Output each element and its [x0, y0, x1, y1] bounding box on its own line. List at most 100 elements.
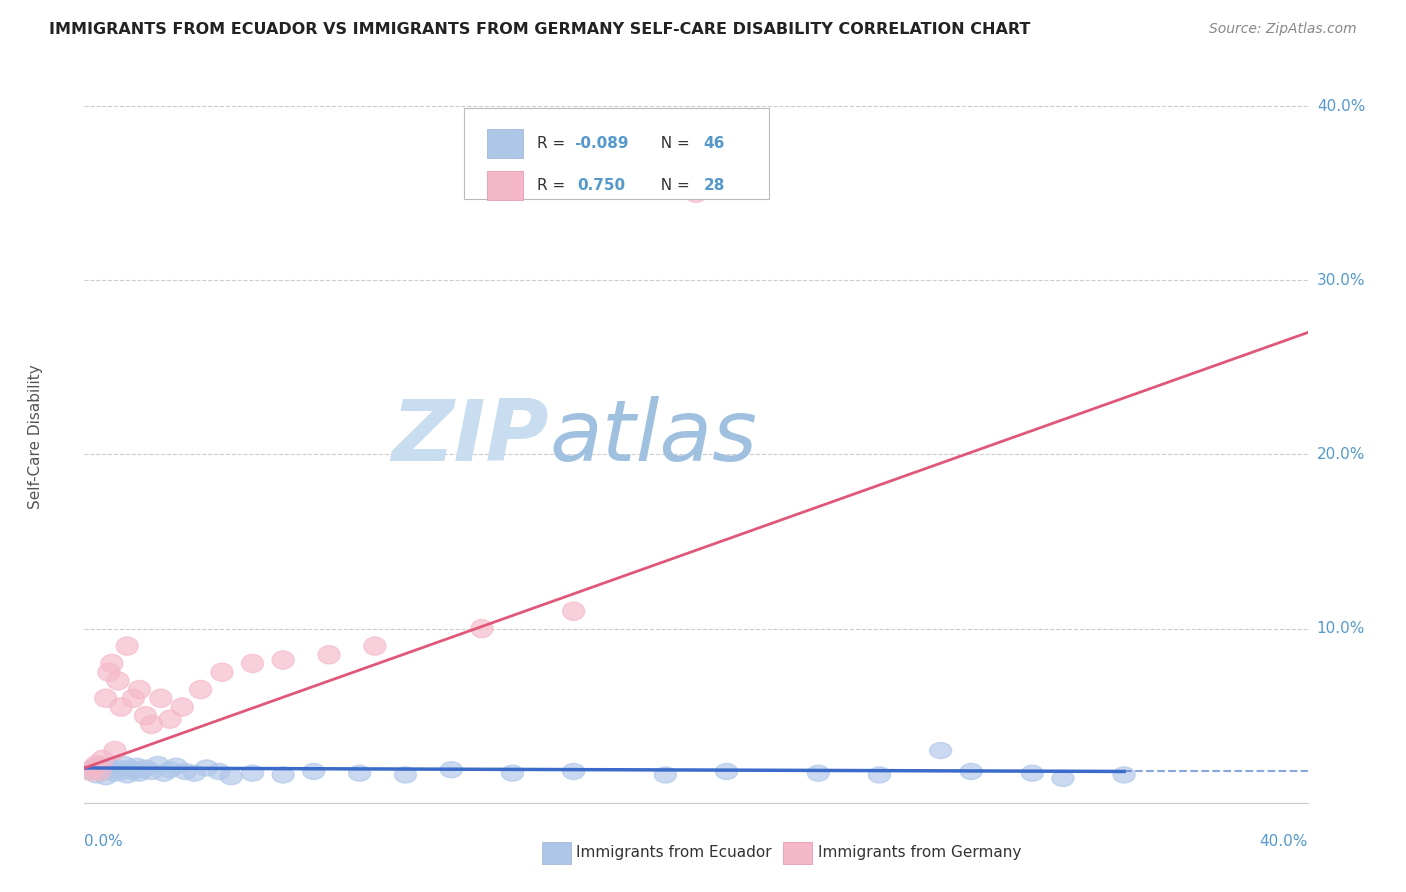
- Ellipse shape: [174, 764, 197, 780]
- Ellipse shape: [101, 762, 122, 778]
- Text: 20.0%: 20.0%: [1317, 447, 1365, 462]
- Ellipse shape: [122, 764, 145, 780]
- Ellipse shape: [83, 759, 104, 777]
- Ellipse shape: [221, 769, 242, 785]
- Text: 40.0%: 40.0%: [1317, 99, 1365, 113]
- Ellipse shape: [128, 765, 150, 781]
- Ellipse shape: [94, 690, 117, 707]
- Ellipse shape: [122, 690, 145, 707]
- Ellipse shape: [125, 758, 148, 774]
- FancyBboxPatch shape: [541, 841, 571, 863]
- Ellipse shape: [120, 760, 141, 776]
- Text: Self-Care Disability: Self-Care Disability: [28, 365, 44, 509]
- Ellipse shape: [150, 690, 172, 707]
- Ellipse shape: [654, 767, 676, 783]
- Ellipse shape: [131, 762, 153, 778]
- Ellipse shape: [98, 663, 120, 681]
- Ellipse shape: [190, 681, 211, 698]
- Ellipse shape: [929, 742, 952, 758]
- Text: 40.0%: 40.0%: [1260, 834, 1308, 849]
- Ellipse shape: [172, 698, 193, 716]
- Ellipse shape: [1114, 767, 1135, 783]
- Text: 10.0%: 10.0%: [1317, 621, 1365, 636]
- Ellipse shape: [302, 764, 325, 780]
- Text: atlas: atlas: [550, 395, 758, 479]
- Ellipse shape: [208, 764, 231, 780]
- Text: 30.0%: 30.0%: [1317, 273, 1365, 288]
- Ellipse shape: [349, 765, 371, 781]
- Ellipse shape: [117, 637, 138, 656]
- Ellipse shape: [165, 758, 187, 774]
- Ellipse shape: [318, 646, 340, 664]
- Text: ZIP: ZIP: [391, 395, 550, 479]
- Ellipse shape: [364, 637, 385, 656]
- Ellipse shape: [1052, 771, 1074, 787]
- Ellipse shape: [471, 620, 494, 638]
- Ellipse shape: [101, 655, 122, 673]
- Ellipse shape: [86, 756, 108, 773]
- Text: N =: N =: [651, 178, 695, 193]
- Text: N =: N =: [651, 136, 695, 151]
- Ellipse shape: [146, 756, 169, 772]
- Text: R =: R =: [537, 136, 569, 151]
- Text: Immigrants from Germany: Immigrants from Germany: [818, 845, 1022, 860]
- Ellipse shape: [183, 765, 205, 781]
- Ellipse shape: [807, 765, 830, 781]
- FancyBboxPatch shape: [783, 841, 813, 863]
- Text: 28: 28: [703, 178, 724, 193]
- Ellipse shape: [89, 756, 111, 772]
- Ellipse shape: [159, 710, 181, 729]
- Ellipse shape: [86, 767, 108, 783]
- Ellipse shape: [685, 184, 707, 202]
- Text: Immigrants from Ecuador: Immigrants from Ecuador: [576, 845, 772, 860]
- Ellipse shape: [159, 762, 181, 778]
- Ellipse shape: [562, 764, 585, 780]
- Text: 0.750: 0.750: [578, 178, 626, 193]
- Ellipse shape: [98, 758, 120, 774]
- Text: R =: R =: [537, 178, 575, 193]
- Ellipse shape: [395, 767, 416, 783]
- Ellipse shape: [89, 763, 111, 780]
- Ellipse shape: [242, 765, 263, 781]
- Ellipse shape: [502, 765, 523, 781]
- Ellipse shape: [273, 651, 294, 669]
- FancyBboxPatch shape: [486, 128, 523, 158]
- Ellipse shape: [141, 715, 163, 733]
- Ellipse shape: [716, 764, 738, 780]
- Text: IMMIGRANTS FROM ECUADOR VS IMMIGRANTS FROM GERMANY SELF-CARE DISABILITY CORRELAT: IMMIGRANTS FROM ECUADOR VS IMMIGRANTS FR…: [49, 22, 1031, 37]
- Ellipse shape: [869, 767, 890, 783]
- Ellipse shape: [141, 764, 163, 780]
- Ellipse shape: [110, 698, 132, 716]
- FancyBboxPatch shape: [464, 108, 769, 200]
- Text: Source: ZipAtlas.com: Source: ZipAtlas.com: [1209, 22, 1357, 37]
- Ellipse shape: [1021, 765, 1043, 781]
- Ellipse shape: [273, 767, 294, 783]
- Ellipse shape: [117, 767, 138, 783]
- Ellipse shape: [107, 672, 129, 690]
- Ellipse shape: [195, 760, 218, 776]
- Text: -0.089: -0.089: [574, 136, 628, 151]
- FancyBboxPatch shape: [486, 170, 523, 200]
- Ellipse shape: [80, 763, 101, 780]
- Ellipse shape: [135, 706, 156, 725]
- Ellipse shape: [211, 663, 233, 681]
- Ellipse shape: [440, 762, 463, 778]
- Ellipse shape: [562, 602, 585, 620]
- Ellipse shape: [960, 764, 983, 780]
- Ellipse shape: [110, 764, 132, 780]
- Ellipse shape: [80, 764, 101, 780]
- Ellipse shape: [104, 765, 127, 781]
- Ellipse shape: [242, 655, 263, 673]
- Ellipse shape: [104, 741, 127, 760]
- Ellipse shape: [94, 769, 117, 785]
- Ellipse shape: [153, 765, 174, 781]
- Ellipse shape: [135, 760, 156, 776]
- Text: 46: 46: [703, 136, 724, 151]
- Ellipse shape: [107, 760, 129, 776]
- Ellipse shape: [128, 681, 150, 698]
- Ellipse shape: [83, 760, 104, 776]
- Ellipse shape: [91, 764, 114, 780]
- Text: 0.0%: 0.0%: [84, 834, 124, 849]
- Ellipse shape: [91, 750, 114, 768]
- Ellipse shape: [112, 756, 135, 772]
